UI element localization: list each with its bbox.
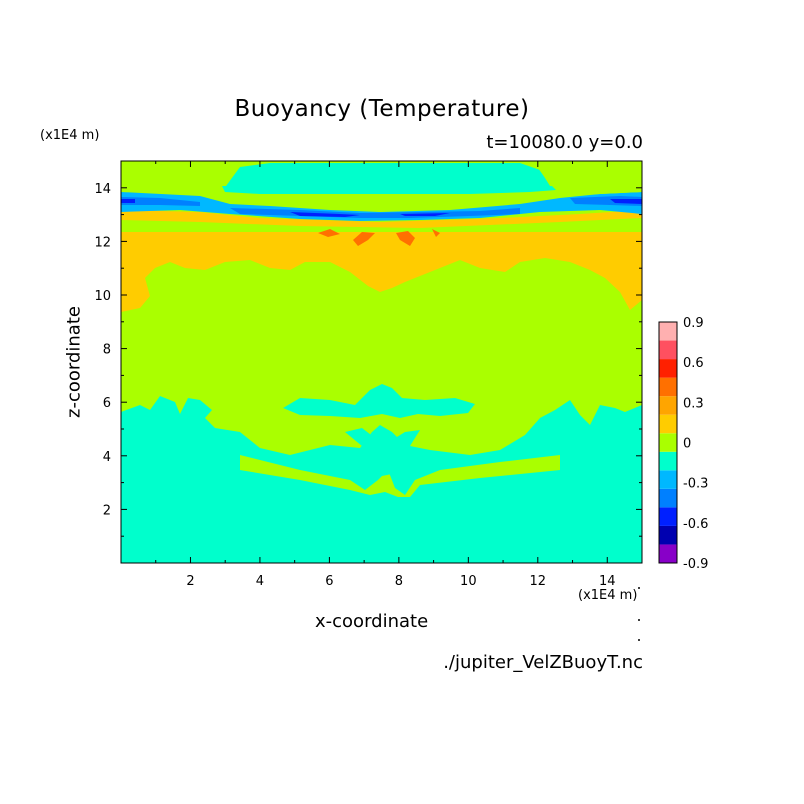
colorbar-swatch (659, 414, 677, 434)
colorbar-swatch (659, 451, 677, 471)
colorbar-tick-label: 0.6 (683, 356, 704, 371)
y-axis-label: z-coordinate (63, 306, 85, 418)
region-negative-center (283, 384, 475, 418)
colorbar-swatch (659, 525, 677, 545)
x-axis-units: (x1E4 m) (578, 588, 638, 603)
y-axis-units: (x1E4 m) (40, 128, 100, 143)
colorbar-frame (658, 321, 678, 564)
y-tick-label: 14 (94, 182, 111, 197)
y-tick-label: 4 (103, 450, 111, 465)
colorbar-tick-label: 0.9 (683, 316, 704, 331)
chart-subtitle: t=10080.0 y=0.0 (486, 132, 643, 153)
x-tick-label: 4 (256, 574, 264, 589)
colorbar-tick-label: -0.3 (683, 477, 708, 492)
contour-fill (121, 161, 642, 563)
x-tick-label: 14 (599, 574, 616, 589)
colorbar-swatch (659, 322, 677, 341)
chart-title: Buoyancy (Temperature) (234, 96, 530, 122)
marker-dot (638, 619, 640, 621)
y-tick-label: 6 (103, 396, 111, 411)
colorbar-swatch (659, 507, 677, 526)
colorbar-tick-label: 0.3 (683, 396, 704, 411)
x-tick-label: 6 (325, 574, 333, 589)
region-upper-cap (222, 162, 556, 194)
region-positive-upper (121, 232, 642, 312)
colorbar-tick-label: 0 (683, 437, 691, 452)
x-tick-label: 12 (530, 574, 547, 589)
colorbar-swatch (659, 396, 677, 415)
colorbar-swatch (659, 433, 677, 452)
x-tick-label: 8 (395, 574, 403, 589)
colorbar-swatch (659, 377, 677, 397)
source-filename: ./jupiter_VelZBuoyT.nc (443, 652, 643, 673)
y-tick-label: 2 (103, 503, 111, 518)
region-near-zero-bulge (240, 455, 560, 497)
colorbar-swatch (659, 544, 677, 563)
colorbar (658, 321, 678, 564)
y-tick-label: 8 (103, 343, 111, 358)
colorbar-swatch (659, 488, 677, 508)
region-near-zero-top (121, 161, 642, 186)
marker-dot (638, 587, 640, 589)
colorbar-tick-label: -0.6 (683, 517, 708, 532)
colorbar-ticks: -0.9 -0.6 -0.3 0 0.3 0.6 0.9 (683, 316, 708, 572)
region-negative-band-deep (121, 196, 642, 218)
x-tick-label: 10 (460, 574, 477, 589)
y-tick-label: 12 (94, 235, 111, 250)
x-tick-label: 2 (186, 574, 194, 589)
x-axis-label: x-coordinate (315, 611, 429, 632)
region-positive-stripe (121, 210, 642, 228)
colorbar-tick-label: -0.9 (683, 557, 708, 572)
marker-dot (638, 639, 640, 641)
colorbar-swatch (659, 340, 677, 360)
x-axis-ticks: 2 4 6 8 10 12 14 (155, 161, 616, 589)
region-positive-spots (318, 229, 440, 246)
y-tick-label: 10 (94, 289, 111, 304)
plot-frame (120, 160, 643, 564)
y-axis-ticks: 2 4 6 8 10 12 14 (94, 182, 642, 537)
colorbar-swatch (659, 359, 677, 378)
colorbar-swatch (659, 470, 677, 489)
region-negative-center-drop (345, 428, 420, 476)
